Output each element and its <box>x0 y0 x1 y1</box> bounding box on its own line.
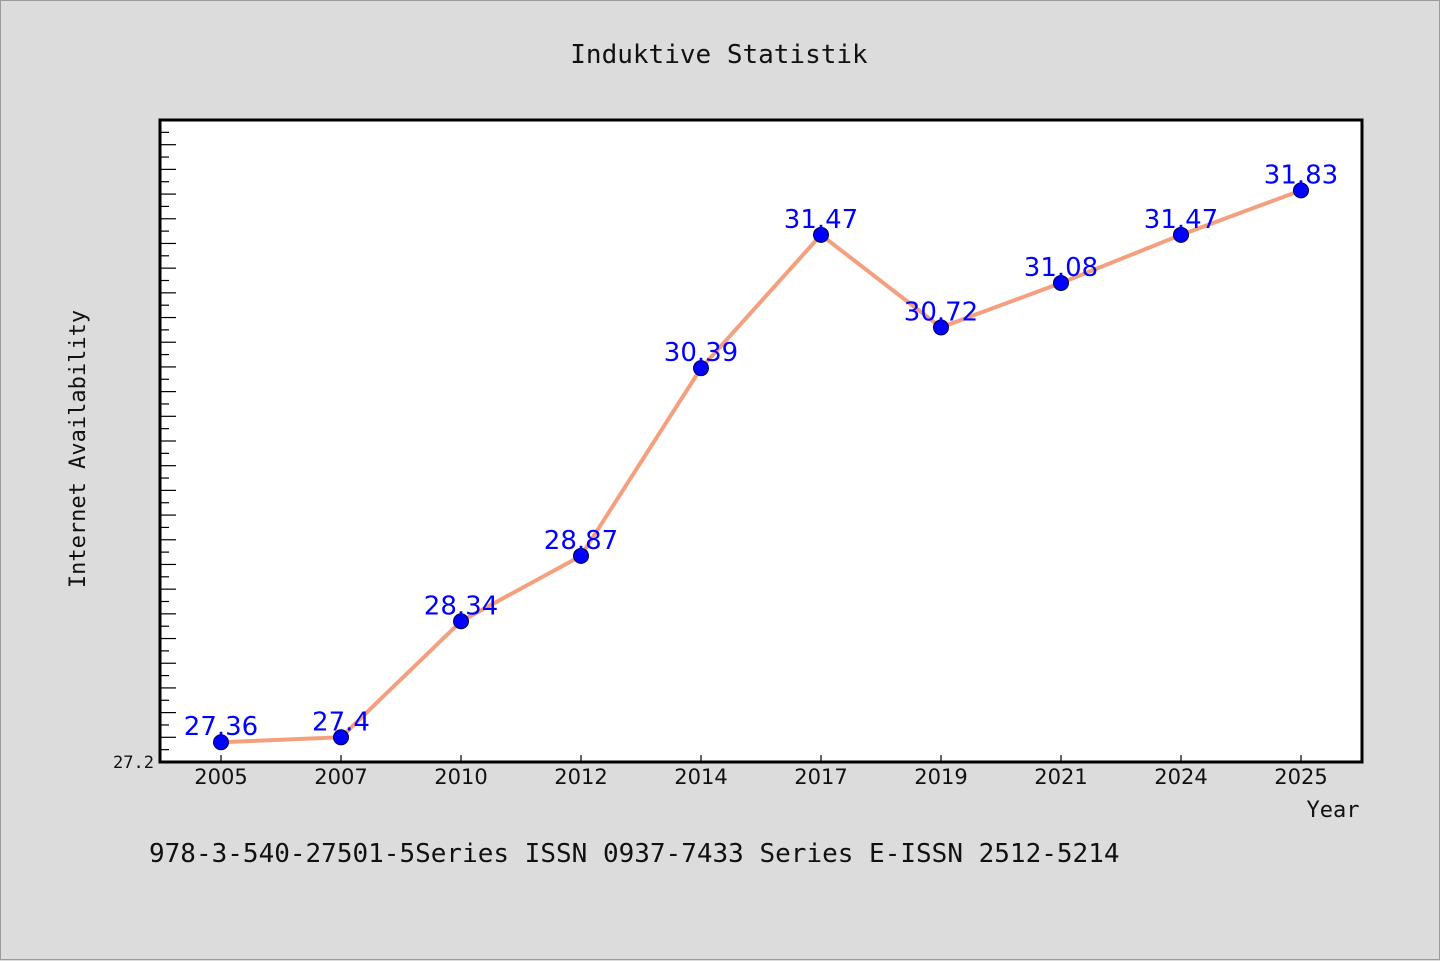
x-tick-label: 2017 <box>794 765 847 789</box>
plot-area <box>158 118 1364 764</box>
y-axis-ticks: 27.2 <box>113 119 176 773</box>
data-label: 27.4 <box>312 707 370 737</box>
x-tick-label: 2021 <box>1034 765 1087 789</box>
y-tick-label: 27.2 <box>113 753 154 773</box>
data-label: 28.34 <box>424 591 498 621</box>
data-point-marker <box>1293 182 1309 199</box>
data-point-marker <box>693 360 709 377</box>
chart-title: Induktive Statistik <box>570 40 868 70</box>
x-tick-label: 2019 <box>914 765 967 789</box>
series-line <box>220 188 1302 745</box>
data-label: 27.36 <box>184 712 258 742</box>
x-tick-label: 2012 <box>554 765 607 789</box>
data-point-marker <box>573 547 589 564</box>
y-axis-title: Internet Availability <box>66 310 91 588</box>
x-tick-label: 2005 <box>194 765 247 789</box>
x-tick-label: 2024 <box>1154 765 1207 789</box>
data-label: 31.47 <box>784 205 858 235</box>
x-tick-label: 2007 <box>314 765 367 789</box>
data-point-marker <box>333 729 349 746</box>
data-point-marker <box>1173 226 1189 243</box>
x-tick-label: 2025 <box>1274 765 1327 789</box>
data-point-marker <box>813 226 829 243</box>
data-label: 30.72 <box>904 297 978 327</box>
x-tick-label: 2010 <box>434 765 487 789</box>
data-label: 30.39 <box>664 338 738 368</box>
data-label: 28.87 <box>544 526 618 556</box>
x-axis-title: Year <box>1307 798 1360 823</box>
data-label: 31.83 <box>1264 160 1338 190</box>
data-point-marker <box>933 319 949 336</box>
data-point-marker <box>453 613 469 630</box>
footer-isbn-issn: 978-3-540-27501-5Series ISSN 0937-7433 S… <box>149 839 1120 869</box>
x-axis-ticks: 2005 2007 2010 2012 2014 2017 2019 2021 2024 2025 <box>194 755 1328 789</box>
data-point-marker <box>1053 274 1069 291</box>
data-label: 31.47 <box>1144 205 1218 235</box>
data-label: 31.08 <box>1024 253 1098 283</box>
series-layer: 27.36 27.4 28.34 28.87 30.39 31.47 30.72 31.08 3… <box>184 160 1338 751</box>
data-point-marker <box>213 734 229 751</box>
x-tick-label: 2014 <box>674 765 727 789</box>
